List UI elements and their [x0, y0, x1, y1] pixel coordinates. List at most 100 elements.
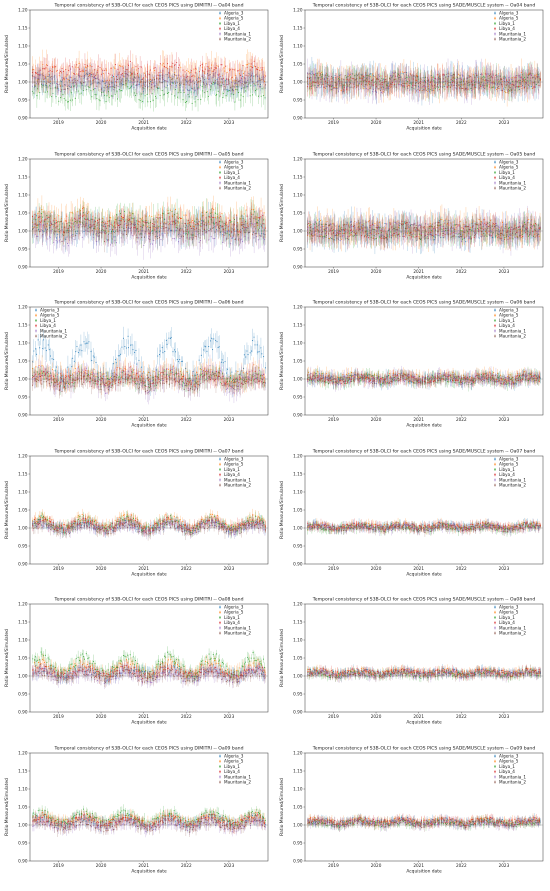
data-point [226, 223, 228, 225]
data-point [239, 68, 241, 70]
data-point [127, 86, 129, 88]
data-point [379, 75, 381, 77]
data-point [114, 68, 116, 70]
data-point [472, 85, 474, 87]
data-point [138, 76, 140, 78]
data-point [491, 76, 493, 78]
x-tick-label: 2020 [96, 120, 107, 125]
data-point [179, 86, 181, 88]
data-point [500, 78, 502, 80]
data-point [89, 80, 91, 82]
data-point [44, 78, 46, 80]
data-point [216, 93, 218, 96]
data-point [400, 76, 402, 78]
data-point [206, 210, 208, 212]
data-point [210, 82, 213, 85]
data-point [166, 63, 169, 65]
data-point [385, 80, 387, 82]
data-point [452, 77, 454, 79]
data-point [37, 212, 39, 214]
data-point [524, 78, 526, 80]
data-point [71, 77, 73, 79]
legend-label: Libya_4 [224, 26, 240, 31]
data-point [116, 79, 119, 81]
data-point [68, 69, 70, 71]
data-point [225, 65, 227, 67]
data-point [58, 72, 60, 74]
data-point [253, 82, 255, 85]
data-point [115, 84, 117, 87]
data-point [353, 83, 355, 85]
data-point [428, 87, 430, 90]
data-point [537, 75, 539, 77]
data-point [462, 80, 465, 83]
data-point [255, 74, 257, 76]
data-point [113, 66, 115, 68]
data-point [348, 75, 350, 77]
data-point [530, 75, 532, 77]
data-point [528, 72, 530, 74]
data-point [177, 96, 179, 98]
data-point [55, 95, 57, 98]
data-point [383, 79, 385, 81]
data-point [176, 77, 178, 79]
data-point [380, 91, 382, 93]
data-point [333, 87, 335, 89]
data-point [74, 73, 76, 75]
data-point [516, 86, 518, 88]
data-point [223, 85, 225, 87]
data-point [97, 77, 99, 79]
data-point [148, 82, 151, 85]
data-point [400, 84, 402, 86]
data-point [77, 90, 79, 92]
data-point [96, 85, 98, 87]
data-point [42, 75, 44, 77]
data-point [171, 78, 173, 80]
data-point [139, 81, 141, 83]
data-point [407, 87, 409, 89]
data-point [129, 227, 131, 229]
data-point [520, 83, 522, 85]
data-point [141, 66, 143, 68]
data-point [127, 74, 129, 76]
data-point [55, 66, 57, 68]
data-point [504, 80, 506, 83]
data-point [422, 89, 424, 92]
data-point [120, 81, 122, 83]
data-point [244, 82, 246, 84]
data-point [483, 76, 485, 78]
data-point [238, 92, 240, 94]
data-point [44, 68, 46, 70]
data-point [183, 92, 185, 94]
data-point [198, 88, 200, 90]
data-point [182, 79, 184, 81]
data-point [190, 220, 192, 223]
data-point [216, 74, 218, 76]
data-point [210, 81, 212, 83]
data-point [73, 86, 75, 88]
data-point [49, 215, 51, 217]
data-point [461, 74, 463, 76]
data-point [153, 67, 155, 69]
data-point [507, 88, 509, 91]
data-point [308, 73, 310, 75]
data-point [486, 85, 489, 87]
data-point [257, 75, 259, 77]
data-point [56, 233, 58, 235]
data-point [107, 88, 109, 90]
data-point [62, 94, 64, 96]
series-Mauritania_2 [31, 65, 267, 99]
y-tick-label: 0.90 [18, 264, 28, 269]
data-point [471, 90, 473, 92]
data-point [313, 74, 315, 76]
data-point [151, 215, 153, 217]
data-point [464, 89, 466, 91]
data-point [91, 75, 93, 78]
data-point [517, 85, 520, 88]
data-point [138, 83, 140, 85]
data-point [58, 214, 60, 216]
data-point [335, 84, 337, 86]
data-point [88, 75, 90, 78]
data-point [421, 84, 423, 86]
data-point [193, 88, 195, 90]
